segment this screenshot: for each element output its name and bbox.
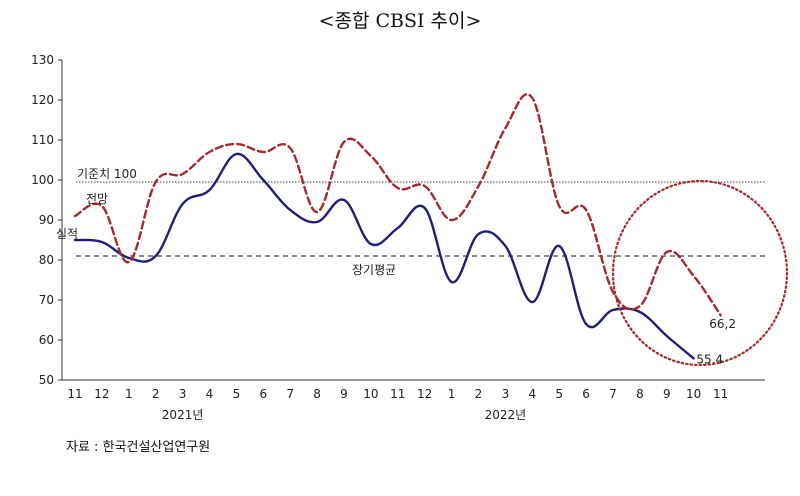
y-tick-label: 50 <box>39 373 54 387</box>
y-tick-label: 100 <box>31 173 54 187</box>
highlight-circle <box>611 179 789 367</box>
reference-line-label: 장기평균 <box>352 263 396 277</box>
x-tick-label: 9 <box>340 387 348 401</box>
x-tick-label: 1 <box>125 387 133 401</box>
chart-title: <종합 CBSI 추이> <box>318 10 482 32</box>
x-tick-label: 2 <box>475 387 483 401</box>
x-tick-label: 8 <box>636 387 644 401</box>
y-tick-label: 80 <box>39 253 54 267</box>
reference-line-label: 기준치 100 <box>77 167 137 181</box>
x-tick-label: 5 <box>555 387 563 401</box>
series-label-actual: 실적 <box>56 227 78 241</box>
x-tick-label: 3 <box>179 387 187 401</box>
x-tick-label: 4 <box>206 387 214 401</box>
x-tick-label: 10 <box>363 387 378 401</box>
y-tick-label: 120 <box>31 93 54 107</box>
source-note: 자료 : 한국건설산업연구원 <box>66 440 211 455</box>
y-tick-label: 60 <box>39 333 54 347</box>
x-tick-label: 9 <box>663 387 671 401</box>
y-tick-label: 130 <box>31 53 54 67</box>
x-tick-label: 12 <box>94 387 109 401</box>
x-tick-label: 3 <box>502 387 510 401</box>
x-tick-label: 6 <box>259 387 267 401</box>
x-tick-label: 2 <box>152 387 160 401</box>
x-tick-label: 11 <box>67 387 82 401</box>
y-tick-label: 70 <box>39 293 54 307</box>
x-tick-label: 7 <box>609 387 617 401</box>
x-tick-label: 11 <box>390 387 405 401</box>
y-tick-label: 110 <box>31 133 54 147</box>
year-label: 2021년 <box>162 408 204 422</box>
x-tick-label: 7 <box>286 387 294 401</box>
x-tick-label: 11 <box>713 387 728 401</box>
series-line-forecast <box>73 93 722 317</box>
end-value-forecast: 66,2 <box>709 317 736 331</box>
y-tick-label: 90 <box>39 213 54 227</box>
year-label: 2022년 <box>485 408 527 422</box>
x-tick-label: 5 <box>233 387 241 401</box>
x-tick-label: 4 <box>528 387 536 401</box>
x-tick-label: 10 <box>686 387 701 401</box>
x-tick-label: 12 <box>417 387 432 401</box>
x-tick-label: 1 <box>448 387 456 401</box>
series-line-actual <box>73 152 695 360</box>
x-tick-label: 6 <box>582 387 590 401</box>
series-label-forecast: 전망 <box>86 192 108 206</box>
x-tick-label: 8 <box>313 387 321 401</box>
reference-lines: 기준치 100 장기평균 <box>76 167 765 277</box>
series-lines <box>73 93 722 360</box>
